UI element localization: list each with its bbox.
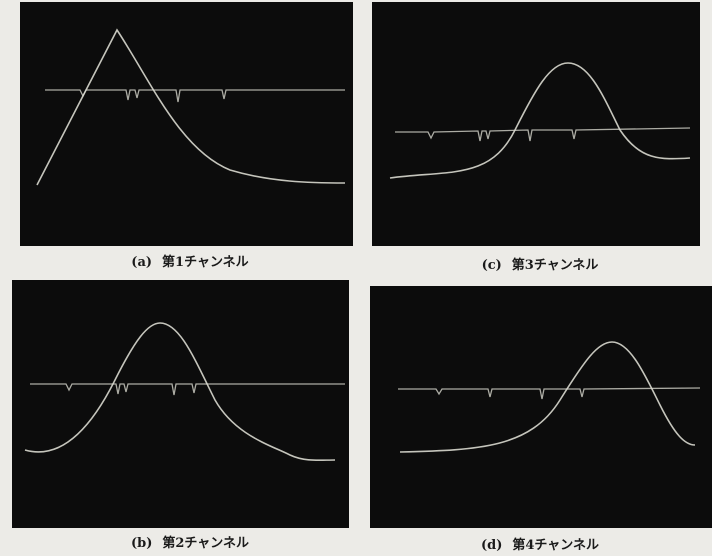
caption-label: (b) 第2チャンネル [131, 535, 249, 551]
caption-label: (c) 第3チャンネル [482, 257, 599, 273]
caption-text: (a) [131, 255, 152, 270]
caption-label: (d) 第4チャンネル [481, 537, 599, 553]
figure: (a) 第1チャンネル (c) 第3チャンネル (b) 第2チャンネル (d) 第4チャ… [0, 0, 712, 556]
caption-text: (b) [131, 536, 152, 551]
scope-panel [20, 2, 353, 246]
caption-text: (d) [481, 538, 502, 553]
scope-panel [372, 2, 700, 246]
caption-text: (c) [482, 258, 502, 273]
caption-text: 第2チャンネル [162, 535, 249, 551]
caption-text: 第3チャンネル [512, 257, 599, 273]
scope-panel [12, 280, 349, 528]
caption-text: 第1チャンネル [162, 254, 249, 270]
caption-label: (a) 第1チャンネル [131, 254, 248, 270]
caption-text: 第4チャンネル [512, 537, 599, 553]
